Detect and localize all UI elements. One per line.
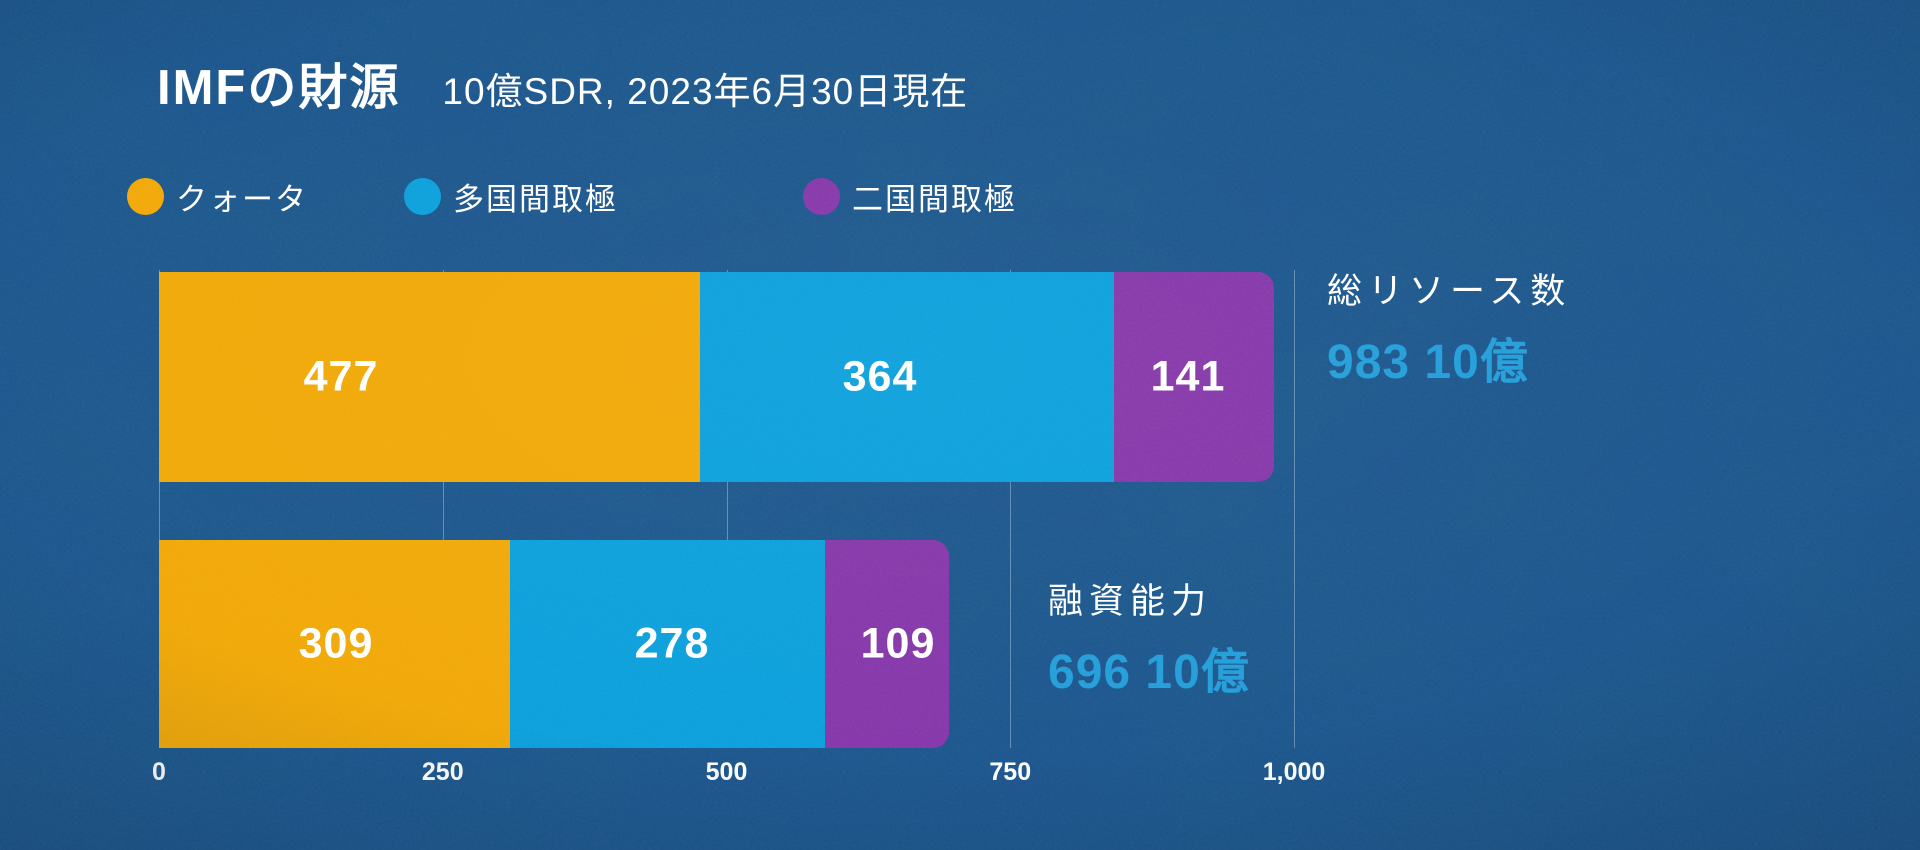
x-tick-label-500: 500 xyxy=(705,758,748,786)
annotation-total-resources: 総リソース数 983 10億 xyxy=(1327,263,1571,392)
x-axis: 0 250 500 750 1,000 xyxy=(0,758,1920,790)
annotation-lending-capacity-value: 696 10億 xyxy=(1048,646,1250,699)
bar-1-value-quota: 309 xyxy=(298,619,374,668)
x-tick-label-750: 750 xyxy=(989,758,1032,786)
annotation-total-resources-label: 総リソース数 xyxy=(1327,272,1572,311)
x-tick-label-1,000: 1,000 xyxy=(1262,758,1326,786)
bar-1-value-bilateral: 109 xyxy=(860,619,936,668)
x-tick-label-0: 0 xyxy=(152,758,166,786)
bar-total-resources: 477 364 141 xyxy=(159,272,1299,482)
bar-0-value-quota: 477 xyxy=(303,352,379,401)
bar-1-value-multilateral: 278 xyxy=(634,619,710,668)
annotation-lending-capacity: 融資能力 696 10億 xyxy=(1048,573,1250,702)
x-tick-label-250: 250 xyxy=(421,758,464,786)
bar-0-value-bilateral: 141 xyxy=(1150,352,1226,401)
annotation-lending-capacity-label: 融資能力 xyxy=(1048,582,1213,621)
annotation-total-resources-value: 983 10億 xyxy=(1327,336,1529,389)
bar-0-value-multilateral: 364 xyxy=(842,352,918,401)
bar-lending-capacity: 309 278 109 xyxy=(159,540,959,748)
bar-0-segment-quota xyxy=(159,272,701,482)
